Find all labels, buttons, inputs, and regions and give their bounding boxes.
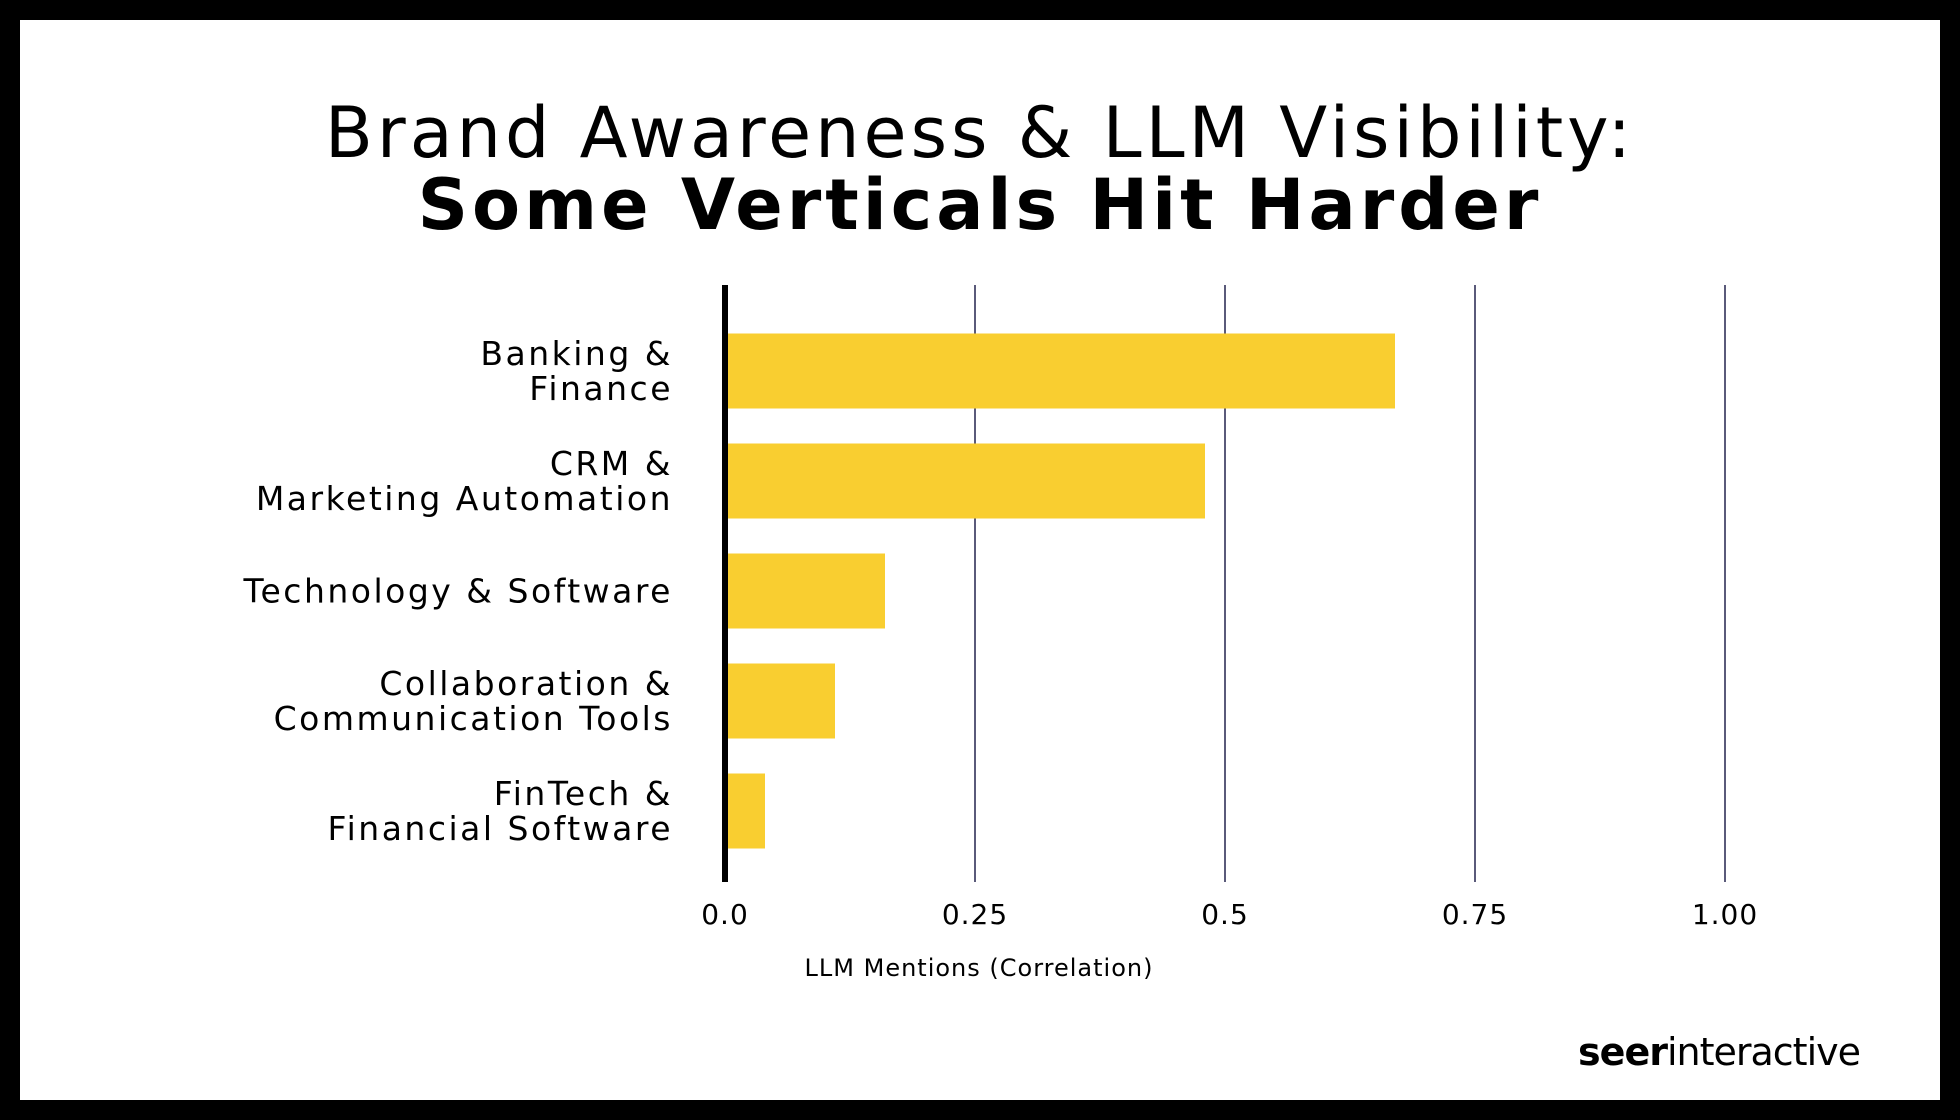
bar [725,663,835,739]
y-tick-label: Technology & Software [243,571,673,611]
bar [725,443,1205,519]
y-tick-label: Collaboration & Communication Tools [273,664,673,738]
y-tick-label: Banking & Finance [480,334,673,408]
x-tick-label: 0.0 [701,898,749,931]
brand-logo: seerinteractive [1578,1030,1861,1074]
bar [725,773,765,849]
canvas [20,20,1940,1100]
x-tick-label: 0.25 [941,898,1009,931]
chart-title: Brand Awareness & LLM Visibility: [324,92,1636,174]
y-tick-label: CRM & Marketing Automation [255,444,673,518]
bar [725,333,1395,409]
x-tick-label: 0.75 [1441,898,1509,931]
bar [725,553,885,629]
chart-subtitle: Some Verticals Hit Harder [417,164,1543,246]
brand-regular: interactive [1666,1030,1861,1074]
x-tick-label: 0.5 [1201,898,1249,931]
x-tick-label: 1.00 [1691,898,1759,931]
y-tick-label: FinTech & Financial Software [327,774,673,848]
x-axis-label: LLM Mentions (Correlation) [804,954,1154,982]
brand-bold: seer [1578,1030,1668,1074]
